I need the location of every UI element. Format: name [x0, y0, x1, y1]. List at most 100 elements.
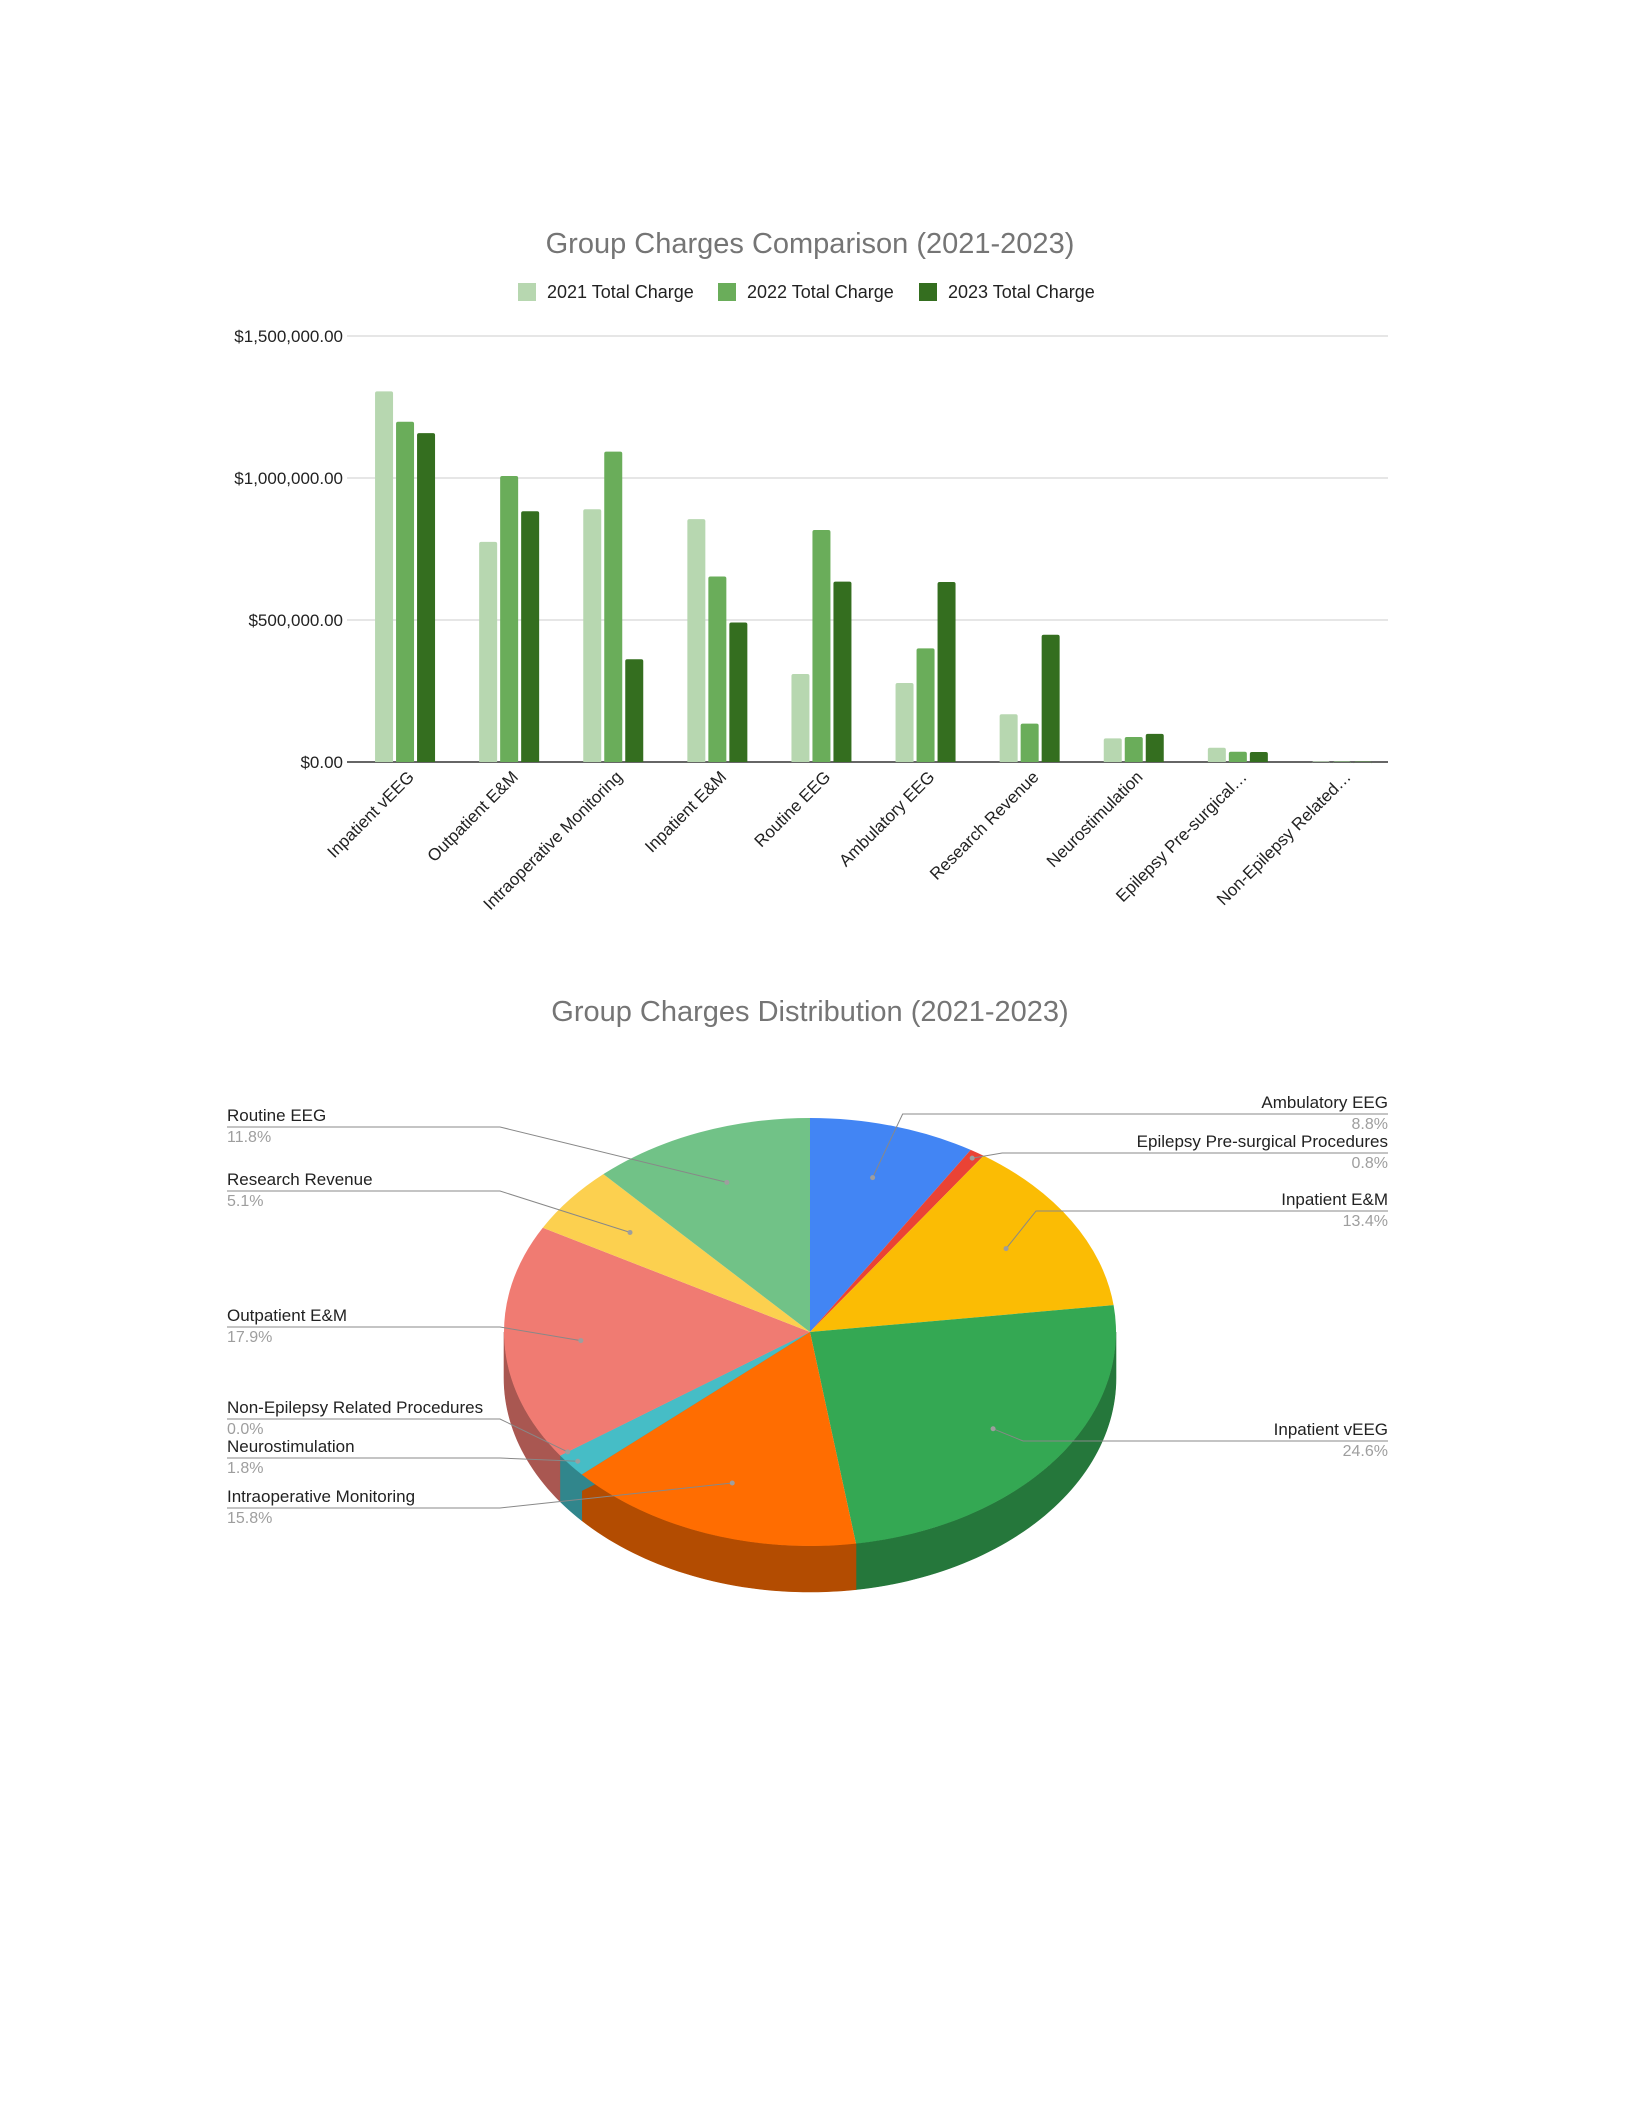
- bar-ambulatory-eeg-2021-total-charge: [895, 683, 914, 762]
- pie-label-text: Ambulatory EEG: [1261, 1093, 1388, 1112]
- pie-slice-ambulatory-eeg: [810, 1118, 971, 1332]
- pie-label-outpatient-e-m: Outpatient E&M 17.9%: [227, 1306, 584, 1346]
- leader-dot: [575, 1458, 581, 1464]
- pie-label-text: Inpatient vEEG: [1274, 1420, 1388, 1439]
- pie-slice-outpatient-e-m: [503, 1227, 810, 1456]
- pie-label-text: Inpatient E&M: [1281, 1190, 1388, 1209]
- pie-label-routine-eeg: Routine EEG 11.8%: [227, 1106, 730, 1185]
- bar-intraoperative-monitoring-2023-total-charge: [625, 659, 644, 762]
- leader-dot: [578, 1338, 584, 1344]
- bar-non-epilepsy-related-2023-total-charge: [1353, 761, 1372, 764]
- leader-line: [227, 1457, 578, 1462]
- pie-slice-epilepsy-pre-surgical-procedures: [810, 1149, 984, 1332]
- bar-routine-eeg-2023-total-charge: [833, 581, 852, 762]
- bar-ambulatory-eeg-2022-total-charge: [916, 648, 935, 762]
- pie-chart-title: Group Charges Distribution (2021-2023): [551, 996, 1068, 1028]
- pie-label-percent: 8.8%: [1352, 1116, 1388, 1133]
- bar-chart-bars: [375, 391, 1372, 764]
- leader-dot: [969, 1155, 975, 1161]
- pie-label-non-epilepsy-related-procedures: Non-Epilepsy Related Procedures 0.0%: [227, 1398, 571, 1455]
- bar-intraoperative-monitoring-2021-total-charge: [583, 509, 602, 762]
- y-tick-label: $500,000.00: [248, 611, 343, 630]
- bar-research-revenue-2021-total-charge: [999, 714, 1018, 762]
- bar-neurostimulation-2023-total-charge: [1145, 733, 1164, 762]
- pie-label-intraoperative-monitoring: Intraoperative Monitoring 15.8%: [227, 1480, 735, 1527]
- leader-dot: [1003, 1246, 1009, 1252]
- bar-epilepsy-pre-surgical-2021-total-charge: [1207, 747, 1226, 762]
- pie-label-percent: 11.8%: [227, 1129, 271, 1146]
- pie-label-text: Epilepsy Pre-surgical Procedures: [1137, 1132, 1388, 1151]
- pie-label-ambulatory-eeg: Ambulatory EEG 8.8%: [870, 1093, 1388, 1181]
- leader-line: [227, 1482, 733, 1509]
- leader-dot: [729, 1480, 735, 1486]
- pie-label-text: Intraoperative Monitoring: [227, 1487, 415, 1506]
- pie-label-research-revenue: Research Revenue 5.1%: [227, 1170, 633, 1235]
- bar-neurostimulation-2021-total-charge: [1103, 738, 1122, 762]
- pie-label-percent: 15.8%: [227, 1510, 272, 1527]
- leader-line: [992, 1428, 1388, 1442]
- y-tick-label: $0.00: [300, 753, 343, 772]
- leader-dot: [870, 1175, 876, 1181]
- legend-swatch-2022-total-charge: [718, 283, 736, 301]
- bar-non-epilepsy-related-2021-total-charge: [1311, 761, 1330, 764]
- bar-routine-eeg-2021-total-charge: [791, 673, 810, 762]
- bar-inpatient-veeg-2021-total-charge: [375, 391, 394, 762]
- bar-chart-title: Group Charges Comparison (2021-2023): [546, 228, 1075, 260]
- bar-epilepsy-pre-surgical-2022-total-charge: [1228, 751, 1247, 762]
- leader-line: [1005, 1210, 1388, 1249]
- pie-label-text: Outpatient E&M: [227, 1306, 347, 1325]
- pie-label-inpatient-veeg: Inpatient vEEG 24.6%: [990, 1420, 1388, 1460]
- bar-inpatient-e-m-2022-total-charge: [708, 576, 727, 762]
- bar-neurostimulation-2022-total-charge: [1124, 737, 1143, 762]
- pie-slice-neurostimulation: [560, 1332, 810, 1475]
- pie-label-percent: 0.0%: [227, 1421, 263, 1438]
- legend-label-2022-total-charge: 2022 Total Charge: [747, 282, 894, 302]
- bar-non-epilepsy-related-2022-total-charge: [1332, 761, 1351, 764]
- bar-inpatient-e-m-2023-total-charge: [729, 622, 748, 762]
- leader-line: [872, 1113, 1388, 1178]
- bar-inpatient-veeg-2022-total-charge: [396, 421, 415, 762]
- bar-chart-legend: 2021 Total Charge 2022 Total Charge 2023 T…: [518, 282, 1095, 302]
- pie-label-percent: 24.6%: [1343, 1443, 1388, 1460]
- y-axis-tick-labels: $0.00 $500,000.00 $1,000,000.00 $1,500,000.…: [234, 327, 343, 772]
- y-tick-label: $1,000,000.00: [234, 469, 343, 488]
- pie-label-percent: 1.8%: [227, 1460, 263, 1477]
- pie-chart: Group Charges Distribution (2021-2023) A…: [227, 996, 1388, 1593]
- leader-dot: [990, 1426, 996, 1432]
- bar-inpatient-e-m-2021-total-charge: [687, 519, 706, 762]
- pie-label-text: Non-Epilepsy Related Procedures: [227, 1398, 483, 1417]
- bar-ambulatory-eeg-2023-total-charge: [937, 581, 956, 762]
- pie-label-text: Routine EEG: [227, 1106, 326, 1125]
- bar-research-revenue-2022-total-charge: [1020, 723, 1039, 762]
- bar-intraoperative-monitoring-2022-total-charge: [604, 451, 623, 762]
- bar-chart: Group Charges Comparison (2021-2023) 202…: [234, 228, 1388, 914]
- legend-label-2021-total-charge: 2021 Total Charge: [547, 282, 694, 302]
- leader-line: [227, 1126, 728, 1183]
- leader-dot: [627, 1229, 633, 1235]
- leader-line: [227, 1326, 581, 1342]
- pie-slice-research-revenue: [542, 1174, 810, 1332]
- pie-label-percent: 17.9%: [227, 1329, 272, 1346]
- pie-slice-intraoperative-monitoring: [581, 1332, 856, 1546]
- pie-label-text: Neurostimulation: [227, 1437, 355, 1456]
- pie-label-percent: 5.1%: [227, 1193, 263, 1210]
- pie-label-neurostimulation: Neurostimulation 1.8%: [227, 1437, 581, 1477]
- leader-line: [227, 1190, 631, 1233]
- pie-slice-inpatient-e-m: [810, 1155, 1114, 1332]
- pie-slices: [503, 1118, 1117, 1546]
- legend-swatch-2021-total-charge: [518, 283, 536, 301]
- pie-slice-inpatient-veeg: [810, 1305, 1117, 1544]
- y-tick-label: $1,500,000.00: [234, 327, 343, 346]
- leader-line: [227, 1418, 568, 1453]
- bar-outpatient-e-m-2021-total-charge: [479, 541, 498, 762]
- legend-label-2023-total-charge: 2023 Total Charge: [948, 282, 1095, 302]
- pie-label-inpatient-e-m: Inpatient E&M 13.4%: [1003, 1190, 1388, 1252]
- bar-epilepsy-pre-surgical-2023-total-charge: [1249, 752, 1268, 762]
- legend-swatch-2023-total-charge: [919, 283, 937, 301]
- leader-dot: [724, 1179, 730, 1185]
- pie-label-percent: 13.4%: [1343, 1213, 1388, 1230]
- leader-line: [972, 1152, 1388, 1159]
- bar-inpatient-veeg-2023-total-charge: [417, 433, 436, 762]
- pie-labels: Ambulatory EEG 8.8%Epilepsy Pre-surgical …: [227, 1093, 1388, 1527]
